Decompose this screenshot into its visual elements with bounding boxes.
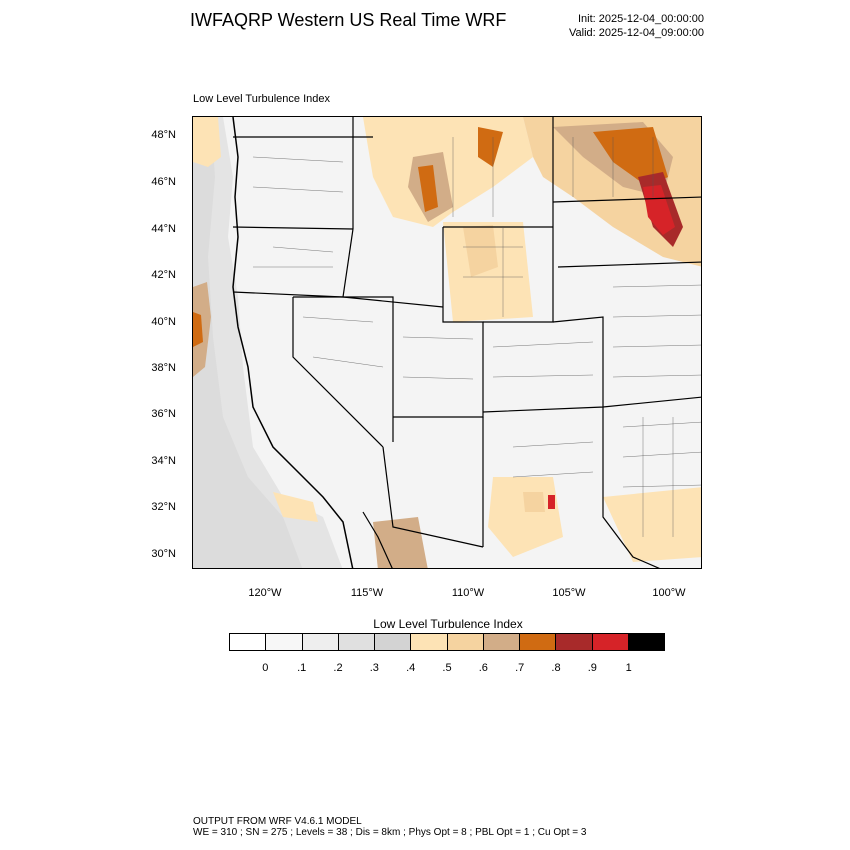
footer-model-line: OUTPUT FROM WRF V4.6.1 MODEL — [193, 816, 362, 827]
colorbar-swatch-3 — [338, 634, 375, 650]
colorbar-swatch-8 — [520, 634, 557, 650]
colorbar-swatch-4 — [375, 634, 412, 650]
lat-label-36: 36°N — [151, 408, 176, 420]
lat-label-48: 48°N — [151, 129, 176, 141]
lat-label-42: 42°N — [151, 269, 176, 281]
lon-label-120: 120°W — [248, 587, 282, 599]
colorbar-label-5: .5 — [442, 662, 452, 674]
lat-label-46: 46°N — [151, 176, 176, 188]
lat-label-34: 34°N — [151, 455, 176, 467]
colorbar-swatch-0 — [230, 634, 267, 650]
lat-label-38: 38°N — [151, 362, 176, 374]
colorbar — [229, 633, 665, 651]
colorbar-swatch-9 — [556, 634, 593, 650]
panel-title: Low Level Turbulence Index — [193, 93, 330, 105]
lon-label-105: 105°W — [552, 587, 586, 599]
footer-params-line: WE = 310 ; SN = 275 ; Levels = 38 ; Dis … — [193, 827, 587, 838]
lon-label-110: 110°W — [451, 587, 485, 599]
lat-label-44: 44°N — [151, 223, 176, 235]
turbulence-map — [193, 117, 701, 568]
colorbar-swatch-10 — [592, 634, 629, 650]
colorbar-label-4: .4 — [406, 662, 416, 674]
colorbar-label-3: .3 — [369, 662, 379, 674]
map-frame — [192, 116, 702, 569]
main-title: IWFAQRP Western US Real Time WRF — [190, 10, 507, 30]
lon-label-100: 100°W — [652, 587, 686, 599]
colorbar-label-2: .2 — [333, 662, 343, 674]
colorbar-label-9: .9 — [587, 662, 597, 674]
colorbar-swatch-6 — [447, 634, 484, 650]
colorbar-swatch-7 — [483, 634, 520, 650]
colorbar-swatch-11 — [628, 634, 664, 650]
colorbar-label-8: .8 — [551, 662, 561, 674]
valid-time: Valid: 2025-12-04_09:00:00 — [569, 27, 704, 39]
colorbar-swatch-1 — [266, 634, 303, 650]
colorbar-title: Low Level Turbulence Index — [373, 617, 523, 631]
lat-label-30: 30°N — [151, 548, 176, 560]
colorbar-label-7: .7 — [515, 662, 525, 674]
colorbar-label-6: .6 — [478, 662, 488, 674]
init-time: Init: 2025-12-04_00:00:00 — [578, 13, 704, 25]
lat-label-32: 32°N — [151, 501, 176, 513]
lat-label-40: 40°N — [151, 316, 176, 328]
colorbar-label-0: 0 — [262, 662, 269, 674]
colorbar-label-1: .1 — [297, 662, 307, 674]
lon-label-115: 115°W — [350, 587, 384, 599]
colorbar-label-10: 1 — [625, 662, 632, 674]
colorbar-swatch-5 — [411, 634, 448, 650]
colorbar-swatch-2 — [302, 634, 339, 650]
